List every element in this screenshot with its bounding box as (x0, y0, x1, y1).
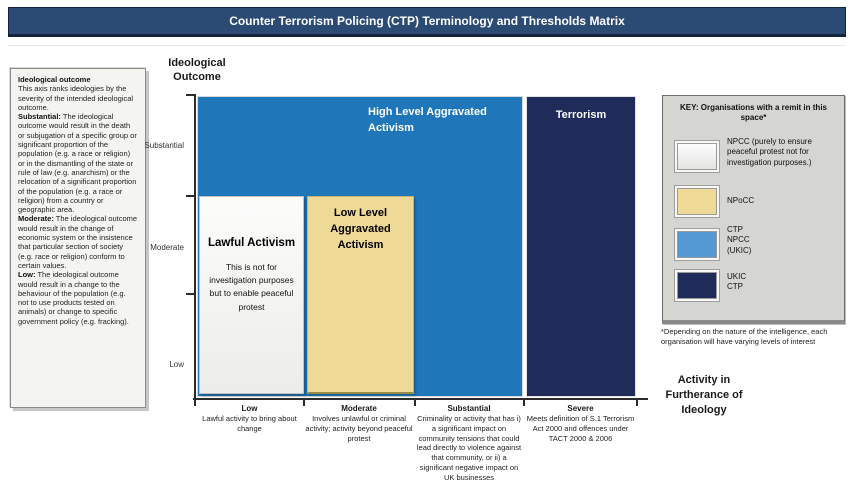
x-axis-tick (414, 400, 416, 406)
y-axis-title: Ideological Outcome (168, 57, 226, 84)
key-title: KEY: Organisations with a remit in this … (680, 103, 827, 123)
y-label-substantial: Substantial (144, 141, 184, 150)
y-label-moderate: Moderate (150, 243, 184, 252)
y-axis-line (194, 94, 196, 400)
ideological-outcome-definitions-panel: Ideological outcome This axis ranks ideo… (10, 68, 146, 408)
x-axis-tick (523, 400, 525, 406)
x-category-moderate: Moderate Involves unlawful or criminal a… (305, 404, 413, 443)
x-category-low: Low Lawful activity to bring about chang… (202, 404, 297, 433)
region-lawful-activism: Lawful Activism This is not for investig… (199, 196, 304, 394)
npcc-swatch (677, 143, 717, 170)
y-label-low: Low (169, 360, 184, 369)
x-axis-title: Activity in Furtherance of Ideology (665, 374, 743, 416)
info-substantial: Substantial: The ideological outcome wou… (18, 112, 137, 215)
info-intro: This axis ranks ideologies by the severi… (18, 84, 134, 112)
y-axis-tick (186, 195, 194, 197)
key-footnote: *Depending on the nature of the intellig… (661, 327, 828, 346)
npocc-swatch (677, 188, 717, 215)
ukic-ctp-swatch (677, 272, 717, 299)
region-terrorism-label: Terrorism (555, 109, 607, 121)
info-heading: Ideological outcome (18, 75, 91, 84)
y-axis-tick (186, 293, 194, 295)
x-category-substantial: Substantial Criminality or activity that… (416, 404, 522, 482)
info-low: Low: The ideological outcome would resul… (18, 270, 129, 326)
x-axis-line (193, 398, 648, 400)
key-panel: KEY: Organisations with a remit in this … (662, 95, 845, 324)
x-axis-tick (636, 400, 638, 406)
x-category-severe: Severe Meets definition of S.1 Terrorism… (526, 404, 635, 443)
title-banner: Counter Terrorism Policing (CTP) Termino… (8, 7, 846, 37)
region-lawful-label: Lawful Activism (207, 237, 296, 249)
ctp-npcc-ukic-swatch (677, 231, 717, 258)
region-terrorism: Terrorism (526, 96, 636, 397)
region-lawful-note: This is not for investigation purposes b… (209, 262, 294, 312)
x-axis-tick (194, 400, 196, 406)
region-low-level-label: Low Level Aggravated Activism (330, 207, 391, 251)
info-moderate: Moderate: The ideological outcome would … (18, 214, 138, 270)
region-high-level-label: High Level Aggravated Activism (368, 106, 487, 134)
divider-line (8, 45, 846, 46)
region-low-level-aggravated-activism: Low Level Aggravated Activism (307, 196, 414, 394)
y-axis-tick (186, 94, 194, 96)
x-axis-tick (303, 400, 305, 406)
